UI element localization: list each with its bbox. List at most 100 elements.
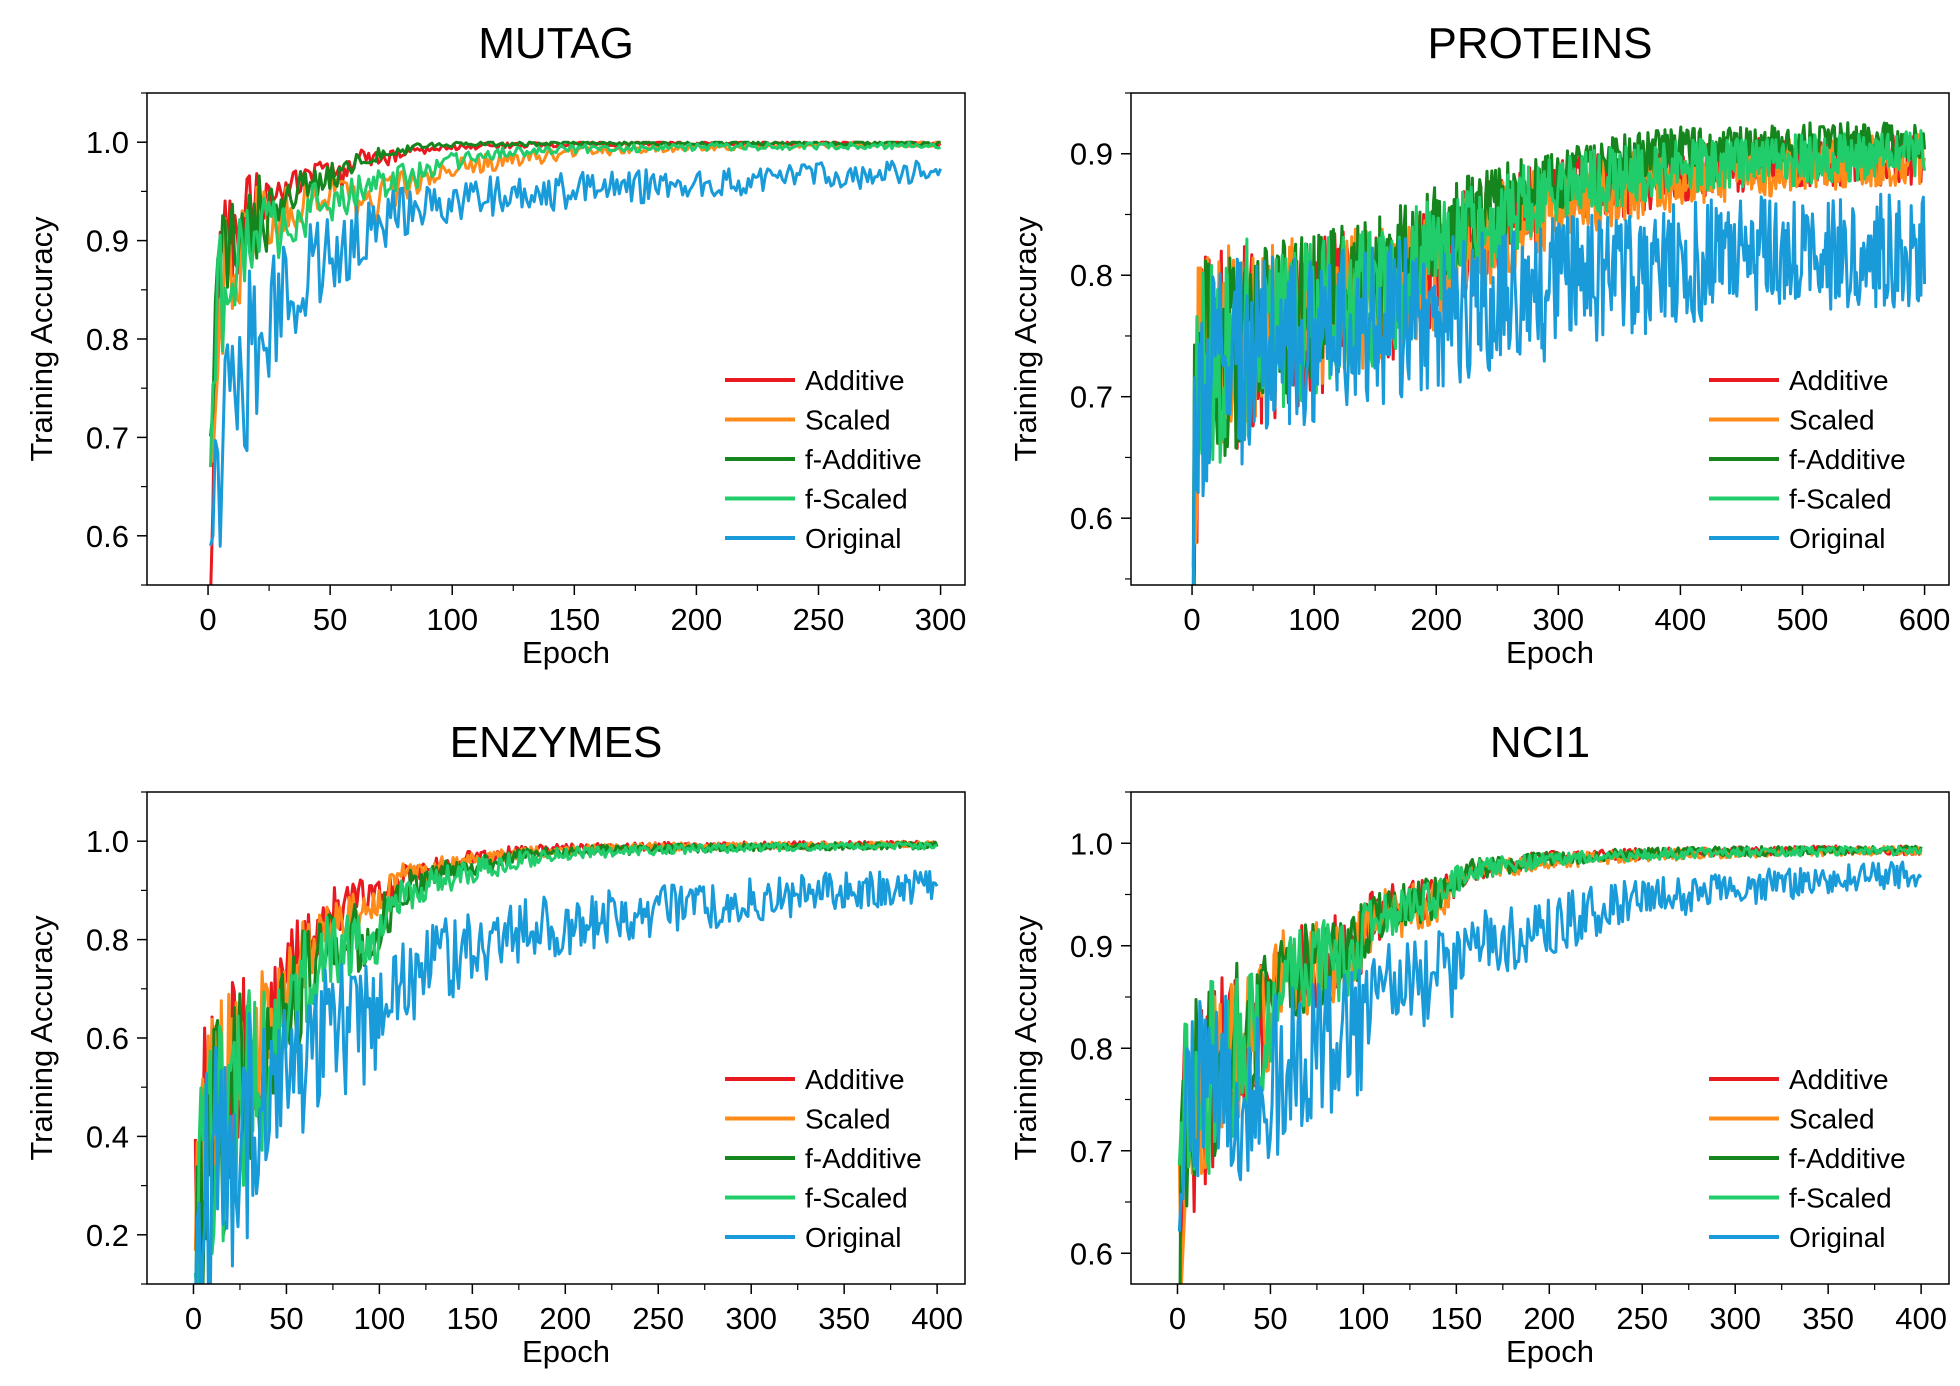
x-tick-label: 0: [199, 602, 216, 637]
legend-label: Scaled: [1789, 1104, 1875, 1135]
x-tick-label: 250: [1616, 1301, 1668, 1336]
chart-panel-3: NCI1 0 50 100 150 200 250 300 350 400 0.6 0.7 0.8 0.9…: [1008, 718, 1950, 1369]
legend-label: Additive: [805, 1064, 905, 1095]
legend-label: f-Additive: [1789, 444, 1906, 475]
plot-frame: [1130, 791, 1950, 1285]
chart-panel-2: ENZYMES 0 50 100 150 200 250 300 350 400 0.2 0.4 0.6…: [24, 718, 966, 1369]
series-line-original: [1177, 860, 1923, 1232]
y-tick-label: 0.6: [1070, 501, 1113, 536]
x-tick-label: 0: [185, 1301, 202, 1336]
series-group: [193, 839, 939, 1284]
x-axis-label: Epoch: [522, 635, 610, 670]
x-tick-label: 200: [1410, 602, 1462, 637]
y-tick-label: 1.0: [86, 824, 129, 859]
x-tick-label: 150: [446, 1301, 498, 1336]
x-tick-label: 50: [313, 602, 347, 637]
x-tick-label: 100: [426, 602, 478, 637]
x-tick-label: 400: [1895, 1301, 1947, 1336]
y-tick-label: 0.8: [86, 322, 129, 357]
series-line-f-scaled: [208, 140, 941, 468]
y-axis-label: Training Accuracy: [24, 216, 59, 462]
legend-label: f-Additive: [805, 1143, 922, 1174]
x-tick-label: 500: [1777, 602, 1829, 637]
y-tick-label: 1.0: [86, 125, 129, 160]
series-line-original: [209, 159, 942, 548]
x-tick-label: 50: [269, 1301, 303, 1336]
legend-label: f-Scaled: [805, 1183, 908, 1214]
y-tick-label: 1.0: [1070, 826, 1113, 861]
y-tick-label: 0.6: [86, 1021, 129, 1056]
x-tick-label: 350: [818, 1301, 870, 1336]
x-tick-label: 100: [1288, 602, 1340, 637]
chart-title: PROTEINS: [1428, 19, 1653, 68]
x-tick-label: 100: [354, 1301, 406, 1336]
x-axis-label: Epoch: [1506, 1334, 1594, 1369]
series-group: [1191, 121, 1927, 585]
x-axis-label: Epoch: [1506, 635, 1594, 670]
x-tick-label: 250: [793, 602, 845, 637]
y-tick-label: 0.8: [86, 923, 129, 958]
series-group: [1177, 844, 1923, 1284]
series-line-original: [194, 869, 939, 1284]
legend: Additive Scaled f-Additive f-Scaled Original: [1709, 365, 1906, 554]
legend-label: f-Scaled: [1789, 1183, 1892, 1214]
x-tick-label: 0: [1183, 602, 1200, 637]
y-tick-label: 0.6: [86, 519, 129, 554]
x-tick-label: 0: [1169, 1301, 1186, 1336]
legend-label: f-Additive: [805, 444, 922, 475]
legend-label: f-Scaled: [1789, 484, 1892, 515]
y-tick-label: 0.9: [86, 224, 129, 259]
x-tick-label: 400: [911, 1301, 963, 1336]
x-tick-label: 150: [548, 602, 600, 637]
chart-panel-0: MUTAG 0 50 100 150 200 250 300 0.6 0.7 0.8 0.9 1.0 Ep…: [24, 19, 966, 670]
legend-label: Original: [1789, 1222, 1885, 1253]
legend-label: Scaled: [1789, 405, 1875, 436]
y-tick-label: 0.7: [1070, 1134, 1113, 1169]
y-axis-label: Training Accuracy: [1008, 216, 1043, 462]
legend-label: Scaled: [805, 405, 891, 436]
series-line-f-scaled: [193, 841, 938, 1284]
chart-title: MUTAG: [478, 19, 634, 68]
x-tick-label: 150: [1430, 1301, 1482, 1336]
y-tick-label: 0.9: [1070, 929, 1113, 964]
legend-label: Original: [805, 1222, 901, 1253]
x-tick-label: 100: [1338, 1301, 1390, 1336]
legend: Additive Scaled f-Additive f-Scaled Original: [725, 1064, 922, 1253]
chart-panel-1: PROTEINS 0 100 200 300 400 500 600 0.6 0.7 0.8 0.9 E…: [1008, 19, 1950, 670]
y-tick-label: 0.6: [1070, 1236, 1113, 1271]
legend-label: Additive: [1789, 365, 1889, 396]
legend-label: Scaled: [805, 1104, 891, 1135]
y-axis-label: Training Accuracy: [24, 915, 59, 1161]
series-line-f-scaled: [1177, 845, 1923, 1190]
y-tick-label: 0.4: [86, 1119, 129, 1154]
x-tick-label: 200: [539, 1301, 591, 1336]
x-tick-label: 300: [1532, 602, 1584, 637]
x-tick-label: 400: [1655, 602, 1707, 637]
chart-title: NCI1: [1490, 718, 1590, 767]
y-axis-label: Training Accuracy: [1008, 915, 1043, 1161]
y-tick-label: 0.9: [1070, 137, 1113, 172]
x-tick-label: 300: [1709, 1301, 1761, 1336]
legend-label: Additive: [805, 365, 905, 396]
x-tick-label: 250: [632, 1301, 684, 1336]
legend-label: f-Scaled: [805, 484, 908, 515]
legend: Additive Scaled f-Additive f-Scaled Original: [1709, 1064, 1906, 1253]
x-tick-label: 200: [671, 602, 723, 637]
x-tick-label: 200: [1523, 1301, 1575, 1336]
plot-frame: [1130, 92, 1950, 586]
series-group: [208, 140, 942, 585]
x-tick-label: 300: [915, 602, 967, 637]
y-tick-label: 0.8: [1070, 1031, 1113, 1066]
x-tick-label: 300: [725, 1301, 777, 1336]
legend-label: Original: [805, 523, 901, 554]
x-tick-label: 50: [1253, 1301, 1287, 1336]
legend-label: Original: [1789, 523, 1885, 554]
series-line-original: [1191, 192, 1927, 585]
x-axis-label: Epoch: [522, 1334, 610, 1369]
x-tick-label: 350: [1802, 1301, 1854, 1336]
y-tick-label: 0.7: [1070, 380, 1113, 415]
legend: Additive Scaled f-Additive f-Scaled Original: [725, 365, 922, 554]
chart-title: ENZYMES: [450, 718, 663, 767]
legend-label: f-Additive: [1789, 1143, 1906, 1174]
